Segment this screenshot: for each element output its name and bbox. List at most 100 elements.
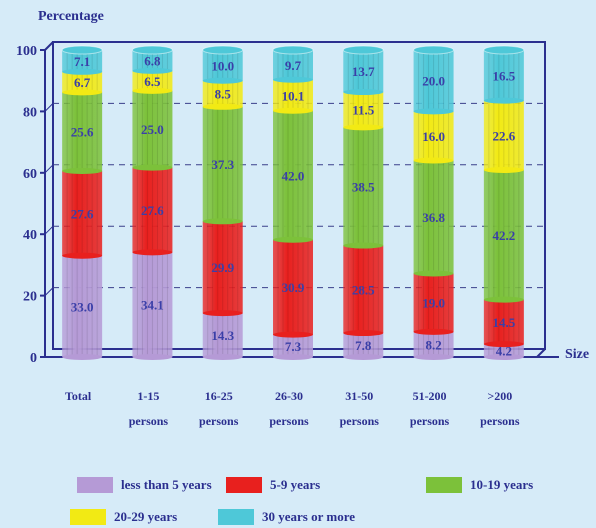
data-label: 19.0 bbox=[422, 296, 445, 311]
bar-segment-20-29-years bbox=[273, 79, 313, 111]
bar-segment-base-10-19-years bbox=[132, 164, 173, 171]
bar-segment-20-29-years bbox=[413, 111, 454, 161]
data-label: 37.3 bbox=[211, 157, 234, 172]
bar-segment-10-19-years bbox=[62, 92, 103, 171]
bar-top-cap bbox=[202, 45, 244, 55]
bar-top-cap bbox=[342, 45, 384, 55]
bar-segment-base-5-9-years bbox=[202, 310, 243, 317]
bar-segment-base-less-than-5-years bbox=[343, 354, 384, 360]
data-label: 38.5 bbox=[352, 179, 375, 194]
bar-stack-51-200: 8.2 19.0 36.8 16.0 20.0 bbox=[413, 45, 455, 360]
data-label: 6.7 bbox=[74, 75, 91, 90]
bar-segment-30-years-or-more bbox=[483, 50, 524, 101]
bar-segment-less-than-5-years bbox=[483, 344, 524, 357]
grid-line-join bbox=[44, 287, 54, 296]
data-label: 10.1 bbox=[282, 88, 305, 103]
bar-segment-10-19-years bbox=[483, 170, 524, 300]
data-label: 28.5 bbox=[352, 282, 375, 297]
x-tick-label-51-200: 51-200 bbox=[413, 389, 447, 403]
bar-segment-less-than-5-years bbox=[273, 334, 313, 357]
bar-top-cap bbox=[131, 45, 173, 55]
bar-segment-base-less-than-5-years bbox=[132, 354, 173, 360]
bar-stack-200: 4.2 14.5 42.2 22.6 16.5 bbox=[483, 45, 525, 360]
bar-top-cap bbox=[413, 45, 455, 55]
bar-segment-10-19-years bbox=[202, 106, 243, 222]
bar-segment-base-20-29-years bbox=[413, 157, 454, 164]
data-label: 25.0 bbox=[141, 122, 164, 137]
bar-segment-less-than-5-years bbox=[132, 252, 173, 357]
bar-segment-5-9-years bbox=[132, 167, 173, 253]
data-label: 9.7 bbox=[285, 58, 302, 73]
bar-segment-base-30-years-or-more bbox=[62, 68, 103, 75]
bar-segment-20-29-years bbox=[132, 70, 173, 91]
x-tick-label-line2: persons bbox=[480, 414, 520, 428]
x-tick-label-16-25: 16-25 bbox=[205, 389, 233, 403]
bar-segment-30-years-or-more bbox=[202, 50, 243, 81]
data-label: 7.3 bbox=[285, 339, 302, 354]
bar-segment-10-19-years bbox=[413, 160, 454, 274]
bar-segment-base-less-than-5-years bbox=[273, 354, 313, 360]
bar-segment-base-30-years-or-more bbox=[483, 97, 524, 104]
data-label: 6.5 bbox=[144, 74, 161, 89]
data-label: 34.1 bbox=[141, 298, 164, 313]
bar-segment-base-5-9-years bbox=[273, 331, 313, 338]
data-label: 16.5 bbox=[492, 68, 515, 83]
bar-segment-20-29-years bbox=[483, 100, 524, 171]
bar-segment-base-10-19-years bbox=[483, 296, 524, 303]
bar-segment-base-less-than-5-years bbox=[62, 354, 103, 360]
data-label: 13.7 bbox=[352, 64, 375, 79]
x-axis-ticks: Total 1-15 persons 16-25 persons 26-30 persons… bbox=[65, 389, 520, 428]
data-label: 27.6 bbox=[141, 203, 164, 218]
data-label: 11.5 bbox=[352, 103, 375, 118]
bar-segment-base-10-19-years bbox=[202, 218, 243, 225]
bar-segment-5-9-years bbox=[202, 221, 243, 314]
bar-segment-20-29-years bbox=[62, 71, 103, 93]
grid-line-join bbox=[44, 103, 54, 112]
bar-segment-10-19-years bbox=[273, 110, 313, 240]
bar-stack-31-50: 7.8 28.5 38.5 11.5 13.7 bbox=[342, 45, 384, 360]
bar-segment-5-9-years bbox=[343, 245, 384, 334]
x-axis-title: Size bbox=[565, 347, 589, 362]
bars: 33.0 27.6 25.6 6.7 7.1 34.1 27.6 25.0 6.5 6.8 14.3… bbox=[61, 45, 525, 360]
bar-segment-base-10-19-years bbox=[273, 236, 313, 243]
bar-stack-total: 33.0 27.6 25.6 6.7 7.1 bbox=[61, 45, 103, 360]
data-label: 16.0 bbox=[422, 129, 445, 144]
x-tick-label-line2: persons bbox=[340, 414, 380, 428]
x-tick-label-line2: persons bbox=[199, 414, 239, 428]
data-label: 7.8 bbox=[355, 338, 372, 353]
bar-segment-base-5-9-years bbox=[343, 330, 384, 337]
bar-segment-base-20-29-years bbox=[132, 87, 173, 94]
y-tick-label: 60 bbox=[23, 167, 37, 182]
bar-segment-base-less-than-5-years bbox=[202, 354, 243, 360]
x-tick-label-line2: persons bbox=[410, 414, 450, 428]
bar-segment-base-30-years-or-more bbox=[413, 108, 454, 115]
bar-segment-30-years-or-more bbox=[132, 50, 173, 71]
y-axis-title: Percentage bbox=[38, 9, 104, 24]
bar-segment-30-years-or-more bbox=[62, 50, 103, 72]
y-tick-label: 100 bbox=[16, 44, 37, 59]
bar-segment-base-30-years-or-more bbox=[132, 67, 173, 74]
y-tick-label: 0 bbox=[30, 351, 37, 366]
bar-segment-5-9-years bbox=[62, 170, 103, 256]
bar-segment-base-5-9-years bbox=[413, 328, 454, 335]
data-label: 22.6 bbox=[492, 128, 515, 143]
bar-segment-base-less-than-5-years bbox=[483, 354, 524, 360]
y-axis-ticks: 0 20 40 60 80 100 bbox=[16, 44, 45, 366]
bar-segment-5-9-years bbox=[273, 239, 313, 335]
bar-segment-20-29-years bbox=[343, 92, 384, 128]
bar-segment-base-5-9-years bbox=[132, 249, 173, 256]
data-label: 10.0 bbox=[211, 58, 234, 73]
bar-segment-base-20-29-years bbox=[273, 107, 313, 114]
x-tick-label-1-15: 1-15 bbox=[137, 389, 159, 403]
data-label: 36.8 bbox=[422, 210, 445, 225]
data-label: 33.0 bbox=[71, 299, 94, 314]
bar-segment-base-20-29-years bbox=[202, 103, 243, 110]
bar-segment-30-years-or-more bbox=[413, 50, 454, 112]
bar-segment-base-20-29-years bbox=[483, 167, 524, 174]
bar-top-cap bbox=[272, 45, 314, 55]
data-label: 25.6 bbox=[71, 125, 94, 140]
data-label: 30.9 bbox=[282, 280, 305, 295]
bar-segment-base-less-than-5-years bbox=[413, 354, 454, 360]
data-label: 6.8 bbox=[144, 53, 161, 68]
